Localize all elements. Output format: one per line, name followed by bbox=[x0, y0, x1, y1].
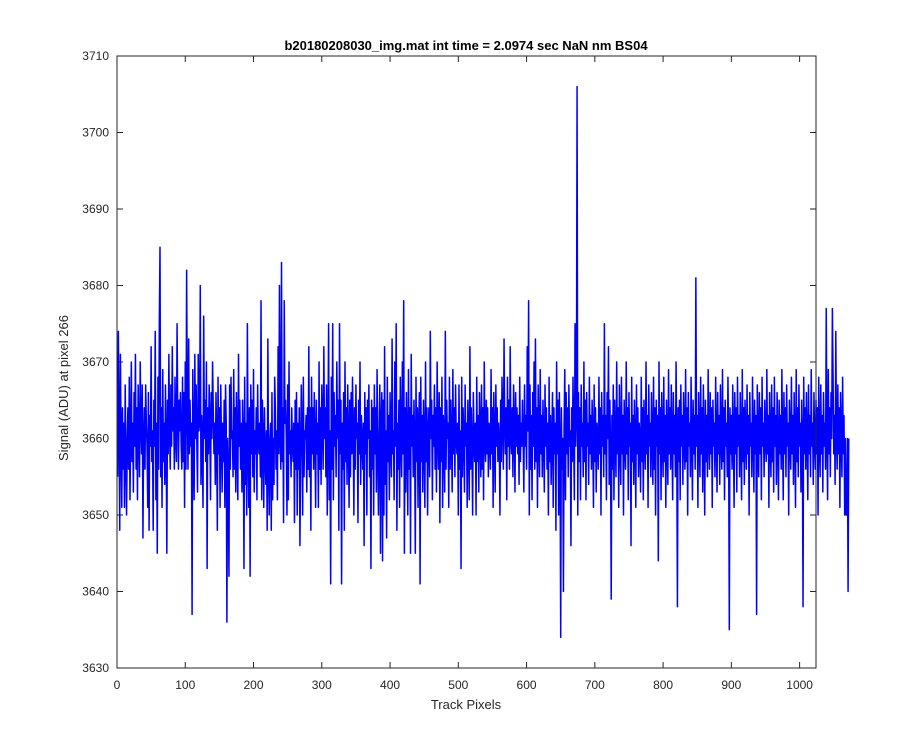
y-tick-label: 3690 bbox=[82, 202, 109, 216]
x-tick-label: 400 bbox=[380, 678, 400, 692]
y-tick-label: 3630 bbox=[82, 661, 109, 675]
y-tick-label: 3660 bbox=[82, 432, 109, 446]
x-tick-label: 1000 bbox=[786, 678, 813, 692]
y-tick-label: 3680 bbox=[82, 279, 109, 293]
y-axis-label: Signal (ADU) at pixel 266 bbox=[56, 315, 71, 461]
y-axis: 3630 3640 3650 3660 3670 3680 3690 3700 3710 bbox=[82, 49, 816, 675]
series-line bbox=[116, 85, 850, 639]
x-tick-label: 900 bbox=[721, 678, 741, 692]
x-tick-label: 800 bbox=[653, 678, 673, 692]
y-tick-label: 3700 bbox=[82, 126, 109, 140]
plot-area bbox=[117, 56, 816, 668]
y-tick-label: 3670 bbox=[82, 355, 109, 369]
x-tick-label: 0 bbox=[114, 678, 121, 692]
y-tick-label: 3650 bbox=[82, 508, 109, 522]
x-tick-label: 100 bbox=[175, 678, 195, 692]
x-tick-label: 700 bbox=[585, 678, 605, 692]
x-tick-label: 300 bbox=[312, 678, 332, 692]
y-tick-label: 3640 bbox=[82, 585, 109, 599]
x-tick-label: 200 bbox=[244, 678, 264, 692]
x-tick-label: 500 bbox=[448, 678, 468, 692]
x-tick-label: 600 bbox=[517, 678, 537, 692]
chart-title: b20180208030_img.mat int time = 2.0974 s… bbox=[284, 38, 648, 53]
plot-frame bbox=[116, 55, 817, 669]
x-axis-label: Track Pixels bbox=[431, 697, 502, 712]
x-axis: 0 100 200 300 400 500 600 700 800 900 1000 bbox=[114, 56, 813, 692]
y-tick-label: 3710 bbox=[82, 49, 109, 63]
